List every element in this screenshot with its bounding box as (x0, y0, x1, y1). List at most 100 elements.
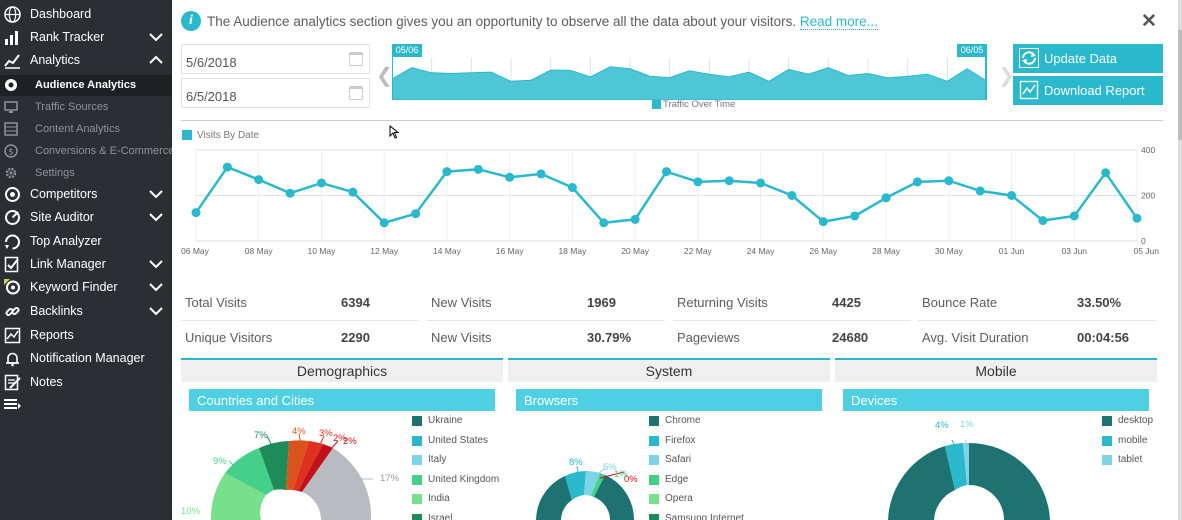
start-date-field[interactable]: 5/6/2018 (181, 44, 370, 74)
sidebar-item-analytics[interactable]: Analytics (0, 49, 172, 72)
sidebar-subitem-traffic-sources[interactable]: Traffic Sources (0, 97, 172, 118)
info-notice: The Audience analytics section gives you… (207, 14, 878, 30)
menu-list-icon[interactable] (4, 398, 21, 412)
chevron-up-icon[interactable] (149, 55, 163, 65)
stat-label: Returning Visits (677, 295, 768, 310)
legend-label: Italy (428, 454, 447, 465)
x-tick-label: 30 May (935, 246, 964, 256)
x-tick-label: 10 May (308, 246, 337, 256)
chevron-down-icon[interactable] (149, 282, 163, 292)
panel-subheader[interactable]: Devices (843, 389, 1149, 411)
sidebar-item-reports[interactable]: Reports (0, 324, 172, 347)
svg-text:$: $ (8, 148, 14, 158)
sidebar-item-label: Top Analyzer (30, 234, 102, 248)
x-tick-label: 05 Jun (1133, 246, 1159, 256)
download-report-button[interactable]: Download Report (1013, 76, 1163, 105)
chevron-left-icon[interactable]: ❮ (376, 63, 393, 87)
pct-label: 2% (343, 436, 357, 447)
panel-subheader[interactable]: Browsers (516, 389, 822, 411)
sidebar-item-label: Analytics (30, 53, 81, 67)
sidebar-item-site-auditor[interactable]: Site Auditor (0, 206, 172, 229)
calendar-icon[interactable] (349, 52, 363, 66)
sidebar-subitem-label: Audience Analytics (35, 79, 137, 91)
traffic-icon (4, 101, 18, 113)
analyzer-icon (5, 234, 20, 250)
data-point (975, 186, 985, 196)
data-point (1132, 213, 1142, 223)
sidebar-item-label: Notes (30, 375, 63, 389)
data-point (411, 209, 421, 219)
chevron-down-icon[interactable] (149, 259, 163, 269)
sidebar-item-label: Competitors (30, 187, 98, 201)
sidebar-item-label: Notification Manager (30, 351, 145, 365)
sidebar-subitem-content-analytics[interactable]: Content Analytics (0, 119, 172, 140)
link-manager-icon (4, 256, 19, 273)
stat-label: Avg. Visit Duration (922, 330, 1029, 345)
data-point (442, 167, 452, 177)
scrollbar-thumb[interactable] (1178, 30, 1182, 140)
countries-donut-chart[interactable] (181, 415, 411, 520)
chevron-down-icon[interactable] (149, 189, 163, 199)
chevron-down-icon[interactable] (149, 306, 163, 316)
sidebar-item-notification-manager[interactable]: Notification Manager (0, 347, 172, 370)
read-more-link[interactable]: Read more... (799, 14, 878, 30)
sidebar-subitem-audience-analytics[interactable]: Audience Analytics (0, 75, 172, 96)
traffic-overview-chart[interactable] (392, 44, 987, 100)
start-date-value: 5/6/2018 (186, 55, 237, 70)
legend-swatch (649, 435, 659, 446)
y-tick-label: 400 (1141, 145, 1155, 155)
legend-swatch (412, 416, 422, 426)
sidebar-item-competitors[interactable]: Competitors (0, 183, 172, 206)
devices-donut-chart[interactable] (885, 440, 1055, 520)
legend-swatch (1102, 455, 1112, 465)
legend-swatch (649, 455, 659, 465)
close-icon[interactable]: ✕ (1141, 11, 1157, 32)
pct-label: 7% (254, 430, 268, 441)
chevron-down-icon[interactable] (149, 212, 163, 222)
audience-icon (5, 79, 17, 91)
analytics-icon (4, 54, 20, 69)
sidebar-item-dashboard[interactable]: Dashboard (0, 3, 172, 26)
stat-divider (918, 320, 1156, 321)
sidebar-subitem-settings[interactable]: Settings (0, 163, 172, 184)
data-point (473, 164, 483, 174)
panel-title: Mobile (835, 360, 1157, 382)
range-start-tag[interactable]: 05/06 (392, 44, 422, 57)
calendar-icon[interactable] (349, 86, 363, 100)
x-tick-label: 12 May (370, 246, 399, 256)
sidebar-item-notes[interactable]: Notes (0, 371, 172, 394)
legend-label: mobile (1118, 434, 1148, 446)
stat-label: Unique Visitors (185, 330, 273, 345)
sidebar-item-label: Reports (30, 328, 74, 342)
update-data-button[interactable]: Update Data (1013, 44, 1163, 73)
data-point (191, 208, 201, 218)
chevron-right-icon[interactable]: ❯ (998, 63, 1015, 87)
sidebar-item-link-manager[interactable]: Link Manager (0, 253, 172, 276)
sidebar-item-rank-tracker[interactable]: Rank Tracker (0, 26, 172, 49)
end-date-field[interactable]: 6/5/2018 (181, 78, 370, 108)
browsers-donut-chart[interactable] (520, 460, 650, 520)
data-point (630, 214, 640, 224)
scrollbar[interactable] (1178, 0, 1182, 520)
range-end-tag[interactable]: 06/05 (957, 44, 987, 57)
sidebar-item-label: Link Manager (30, 257, 106, 271)
donut-slice (210, 473, 266, 520)
legend-label: Ukraine (428, 415, 463, 426)
data-point (881, 193, 891, 203)
x-tick-label: 28 May (872, 246, 901, 256)
sidebar-item-keyword-finder[interactable]: Keyword Finder (0, 276, 172, 299)
x-tick-label: 20 May (621, 246, 650, 256)
chevron-down-icon[interactable] (149, 32, 163, 42)
stat-divider (673, 320, 911, 321)
stat-value: 1969 (587, 295, 616, 310)
legend-swatch (649, 513, 659, 520)
data-point (379, 218, 389, 228)
sidebar-item-backlinks[interactable]: Backlinks (0, 300, 172, 323)
legend-swatch (1102, 416, 1112, 426)
sidebar-subitem-conversions[interactable]: $ Conversions & E-Commerce (0, 141, 174, 162)
sidebar-item-top-analyzer[interactable]: Top Analyzer (0, 230, 172, 253)
panel-subheader[interactable]: Countries and Cities (189, 389, 495, 411)
report-chart-icon (1019, 80, 1039, 100)
visits-by-date-chart[interactable]: 400 200 0 06 May 08 May 10 May 12 May 14 May 16 … (180, 142, 1160, 258)
panel-title: Demographics (181, 360, 503, 382)
